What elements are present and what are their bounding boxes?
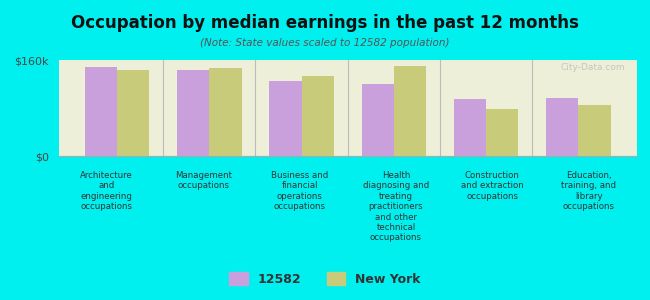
Bar — [177, 70, 209, 156]
Text: Education,
training, and
library
occupations: Education, training, and library occupat… — [562, 171, 616, 211]
Bar — [486, 109, 519, 156]
Text: City-Data.com: City-Data.com — [561, 63, 625, 72]
Bar — [269, 81, 302, 156]
Legend: 12582, New York: 12582, New York — [224, 267, 426, 291]
Text: Architecture
and
engineering
occupations: Architecture and engineering occupations — [81, 171, 133, 211]
Text: Construction
and extraction
occupations: Construction and extraction occupations — [461, 171, 524, 201]
Text: Management
occupations: Management occupations — [175, 171, 231, 190]
Bar — [578, 105, 611, 156]
Bar — [302, 76, 334, 156]
Bar — [361, 84, 394, 156]
Text: Occupation by median earnings in the past 12 months: Occupation by median earnings in the pas… — [71, 14, 579, 32]
Text: Health
diagnosing and
treating
practitioners
and other
technical
occupations: Health diagnosing and treating practitio… — [363, 171, 429, 242]
Text: Business and
financial
operations
occupations: Business and financial operations occupa… — [271, 171, 328, 211]
Text: (Note: State values scaled to 12582 population): (Note: State values scaled to 12582 popu… — [200, 38, 450, 47]
Bar — [546, 98, 578, 156]
Bar — [394, 66, 426, 156]
Bar — [209, 68, 242, 156]
Bar — [84, 67, 117, 156]
Bar — [454, 99, 486, 156]
Bar — [117, 70, 150, 156]
